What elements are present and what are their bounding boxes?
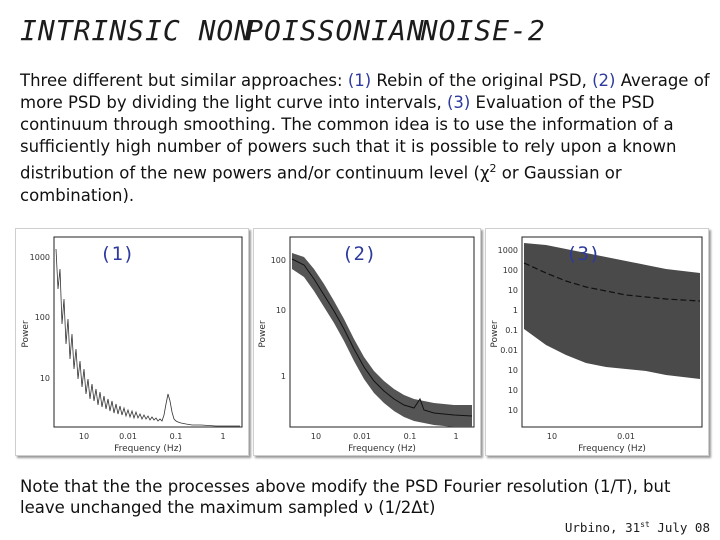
- plot-3-ytick: 10: [508, 286, 518, 295]
- plot-1-ytick: 10: [40, 374, 50, 383]
- plot-2-xtick: 0.01: [353, 432, 371, 441]
- plot-3-ytick: 10: [508, 386, 518, 395]
- footer-month-year: July 08: [649, 520, 710, 536]
- chi-symbol: χ: [479, 163, 490, 183]
- panel-3-label: (3): [566, 243, 601, 265]
- nu-symbol: ν: [363, 498, 373, 517]
- paragraph-text-1: Three different but similar approaches:: [20, 71, 348, 90]
- plot-1-xtick: 1: [220, 432, 225, 441]
- title-part-1: INTRINSIC NON: [20, 14, 253, 47]
- note-text-1: Note that the the processes above modify…: [20, 477, 671, 517]
- plot-3-ytick: 1: [513, 306, 518, 315]
- panel-average: 100 10 1 Power 10 0.01 0.1 1 Frequency (…: [253, 228, 481, 456]
- plot-2-psd-band: [292, 253, 472, 427]
- plot-3-smooth-continuum: [523, 262, 701, 302]
- plot-1-xtick: 0.1: [170, 432, 183, 441]
- paragraph-text-5: or Gaussian or combination).: [20, 163, 622, 205]
- paragraph-text-4: Evaluation of the PSD continuum through …: [20, 93, 677, 183]
- plot-3-ytick: 0.1: [505, 326, 518, 335]
- panel-rebin: 1000 100 10 Power 10 0.01 0.1 1 Frequenc…: [15, 228, 249, 456]
- plot-2-frame: [289, 236, 475, 428]
- plot-3-ylabel: Power: [490, 320, 500, 348]
- note-text-3: t): [422, 498, 436, 517]
- psd-plot-1: 1000 100 10 Power 10 0.01 0.1 1 Frequenc…: [21, 236, 243, 454]
- plot-2-xtick: 10: [311, 432, 321, 441]
- panel-1-label: (1): [100, 243, 135, 265]
- chi-exponent: 2: [489, 162, 497, 175]
- footer-place: Urbino, 31: [564, 520, 641, 536]
- plot-2-xlabel: Frequency (Hz): [348, 444, 416, 454]
- panel-2-label: (2): [342, 243, 377, 265]
- plot-3-psd-band: [524, 243, 700, 379]
- plot-2-psd-line: [291, 258, 473, 417]
- plot-1-ytick: 100: [35, 313, 50, 322]
- title-part-3: NOISE-2: [420, 14, 546, 47]
- plot-2-xtick: 0.1: [404, 432, 417, 441]
- plot-1-xlabel: Frequency (Hz): [114, 444, 182, 454]
- paragraph-text-3: Average of more PSD by dividing the ligh…: [20, 71, 710, 112]
- plot-3-xtick: 10: [547, 432, 557, 441]
- plot-2-ytick: 10: [276, 306, 286, 315]
- plot-3-ytick: 10: [508, 406, 518, 415]
- plot-1-frame: [53, 236, 243, 428]
- plot-1-xtick: 0.01: [119, 432, 137, 441]
- delta-symbol: Δ: [411, 498, 423, 517]
- psd-figure: 1000 100 10 Power 10 0.01 0.1 1 Frequenc…: [15, 228, 709, 458]
- plot-2-ytick: 100: [271, 256, 286, 265]
- plot-2-ytick: 1: [281, 372, 286, 381]
- plot-3-ytick: 100: [503, 266, 518, 275]
- plot-3-ytick: 0.01: [500, 346, 518, 355]
- method-2-marker: (2): [592, 71, 616, 90]
- plot-3-ytick: 10: [508, 366, 518, 375]
- paragraph-text-2: Rebin of the original PSD,: [371, 71, 593, 90]
- slide-title: INTRINSIC NONPOISSONIANNOISE-2: [20, 14, 546, 47]
- title-part-2: POISSONIAN: [246, 14, 425, 47]
- footer-date: Urbino, 31st July 08: [565, 520, 710, 535]
- plot-3-xtick: 0.01: [617, 432, 635, 441]
- footer-ordinal: st: [640, 520, 650, 529]
- plot-2-xtick: 1: [453, 432, 458, 441]
- plot-3-ytick: 1000: [498, 246, 518, 255]
- psd-plot-2: 100 10 1 Power 10 0.01 0.1 1 Frequency (…: [258, 236, 475, 454]
- plot-2-ylabel: Power: [258, 320, 268, 348]
- note-text-2: (1/2: [373, 498, 412, 517]
- method-1-marker: (1): [347, 71, 372, 90]
- plot-1-ytick: 1000: [30, 253, 50, 262]
- plot-1-psd-line: [55, 248, 240, 427]
- note-paragraph: Note that the the processes above modify…: [20, 476, 710, 518]
- psd-plot-3: 1000 100 10 1 0.1 0.01 10 10 10 Power 10…: [490, 236, 703, 454]
- plot-3-frame: [521, 236, 703, 428]
- plot-1-ylabel: Power: [21, 320, 31, 348]
- plot-1-xtick: 10: [79, 432, 89, 441]
- method-3-marker: (3): [446, 93, 471, 112]
- panel-smoothing: 1000 100 10 1 0.1 0.01 10 10 10 Power 10…: [485, 228, 709, 456]
- plot-3-xlabel: Frequency (Hz): [578, 444, 646, 454]
- body-paragraph: Three different but similar approaches: …: [20, 70, 710, 207]
